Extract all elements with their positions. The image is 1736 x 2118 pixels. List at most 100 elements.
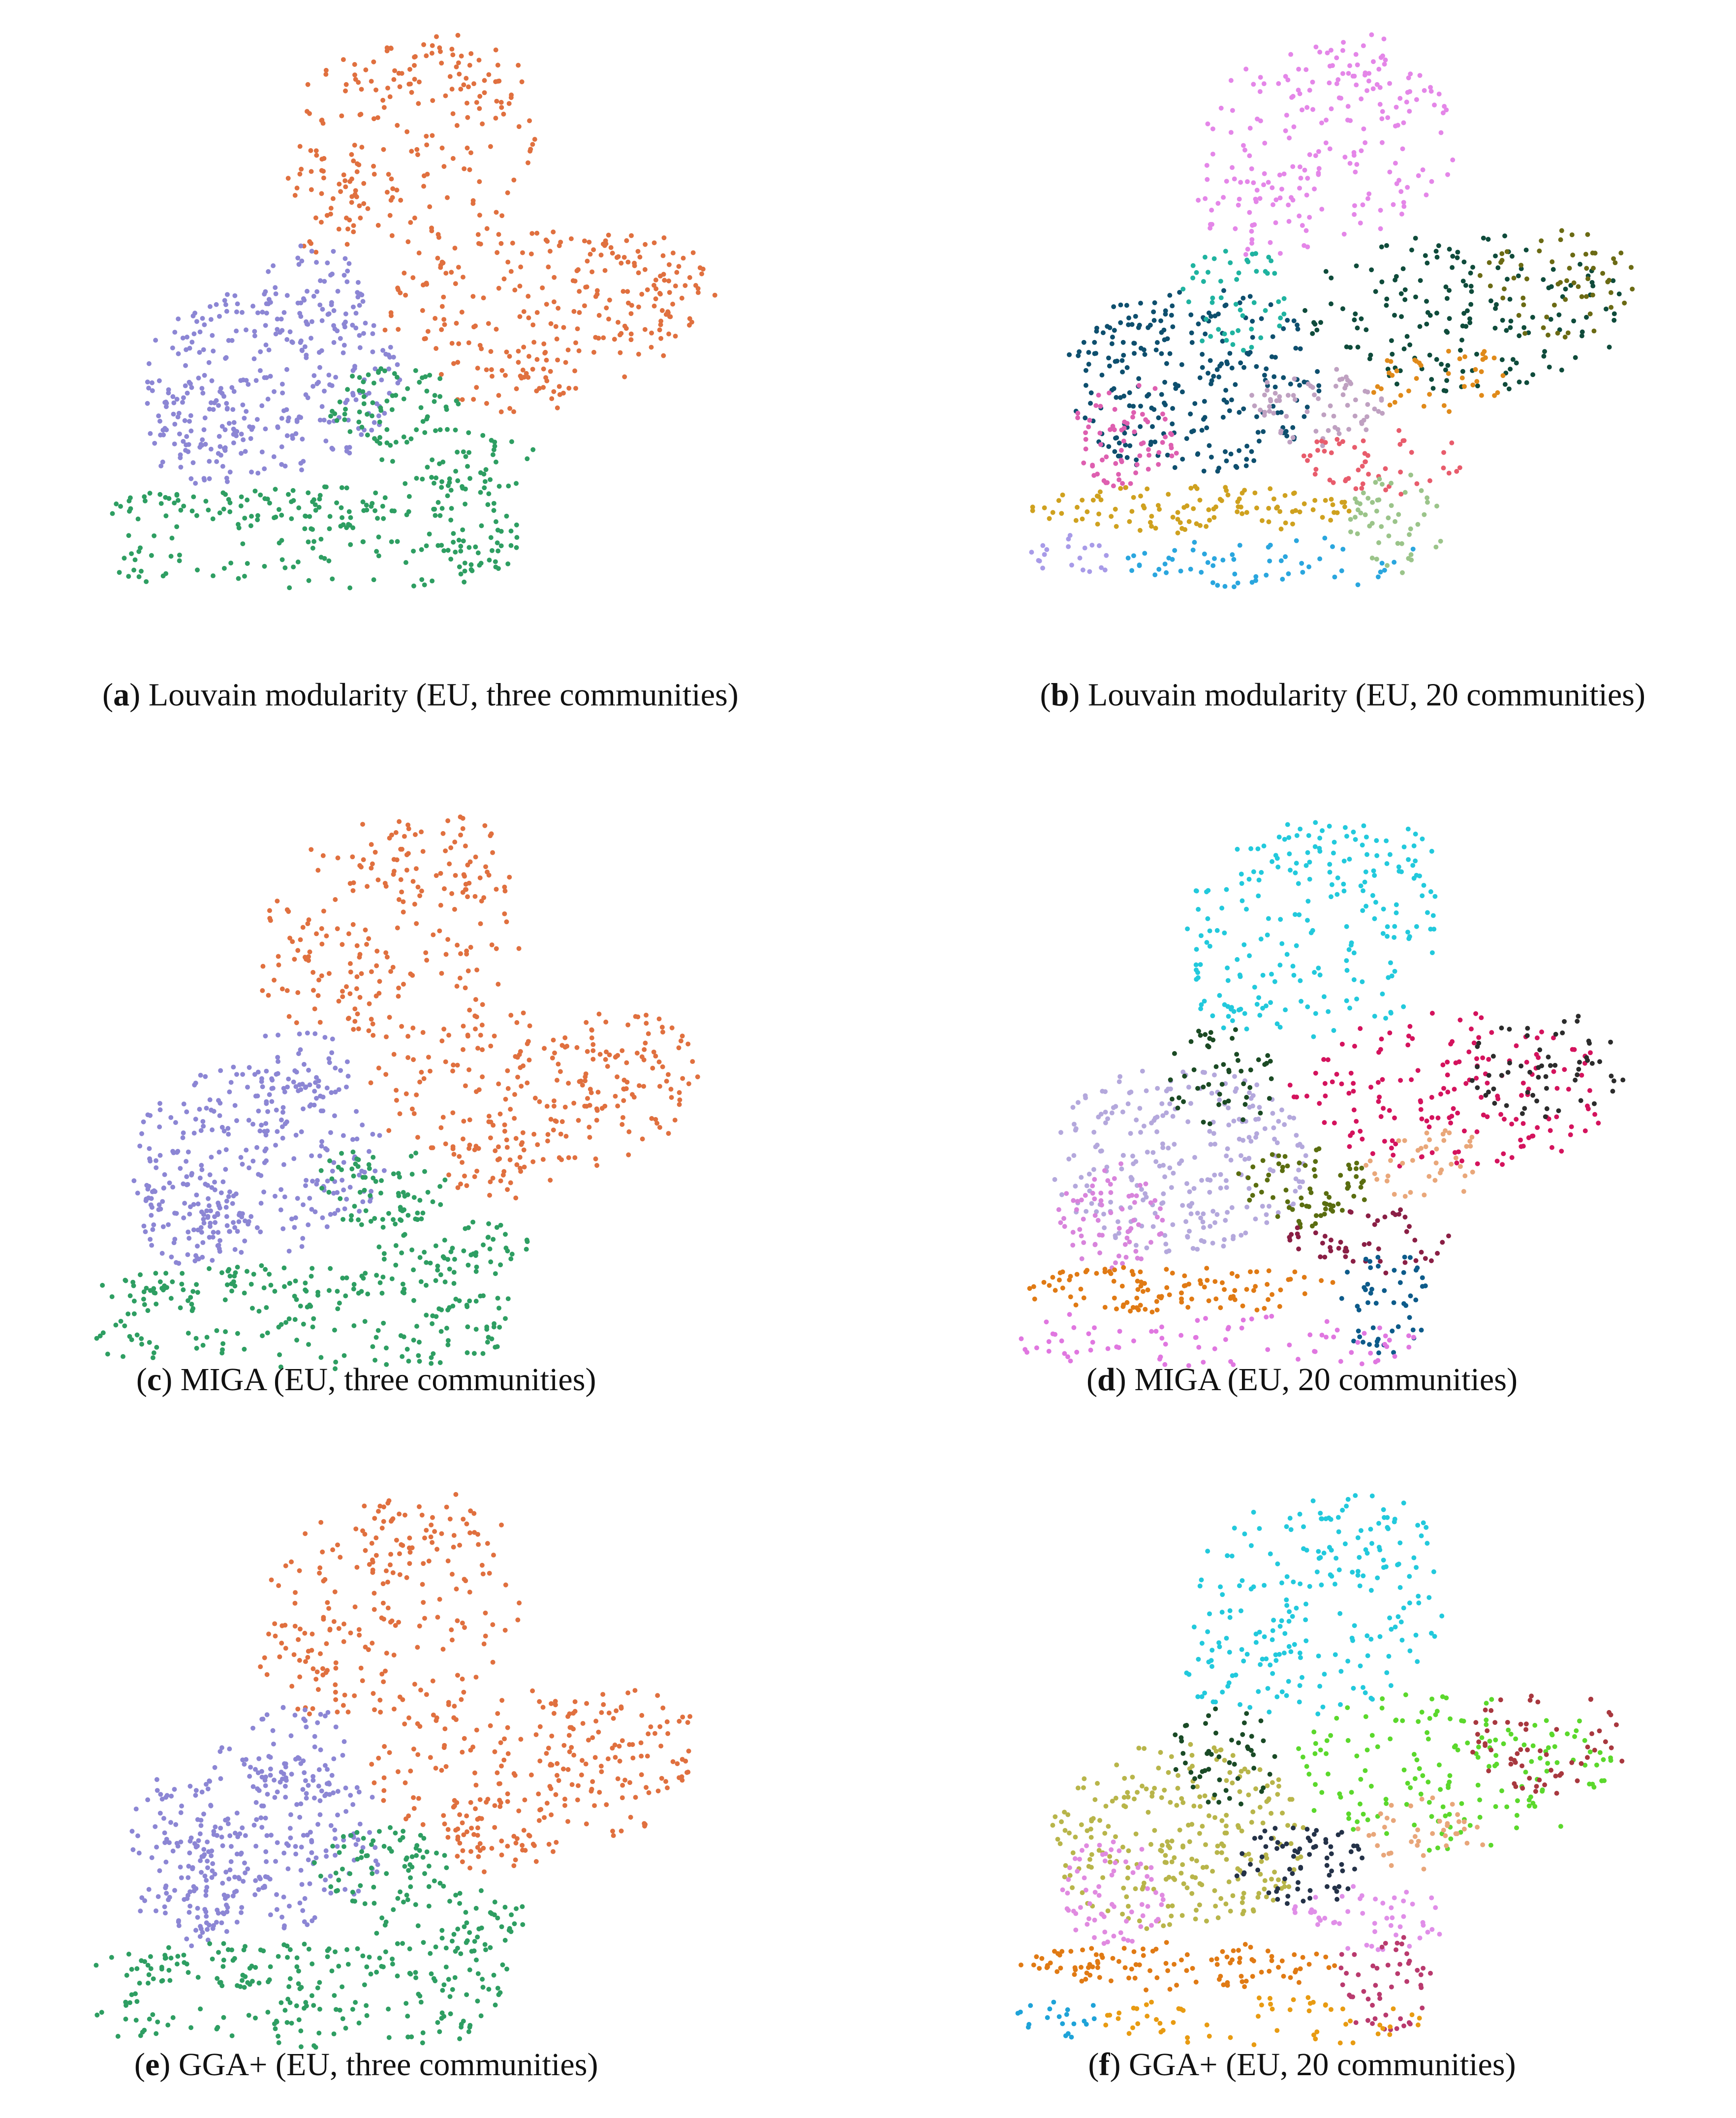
network-node	[1375, 1358, 1381, 1363]
network-node	[162, 1172, 167, 1177]
network-node	[1516, 273, 1521, 279]
network-node	[1235, 957, 1240, 962]
network-node	[188, 381, 193, 386]
network-node	[1276, 299, 1281, 305]
network-node	[319, 191, 324, 196]
network-node	[1160, 1200, 1166, 1205]
network-node	[1160, 440, 1165, 445]
network-node	[514, 522, 519, 528]
network-node	[1398, 1207, 1403, 1213]
network-node	[1250, 335, 1255, 340]
network-node	[1254, 1082, 1260, 1088]
network-node	[468, 562, 474, 567]
network-node	[1091, 1167, 1096, 1172]
network-node	[520, 368, 526, 373]
network-node	[208, 400, 214, 405]
network-node	[254, 1225, 260, 1230]
network-node	[528, 251, 534, 256]
network-node	[1519, 1063, 1524, 1069]
network-node	[1237, 1117, 1242, 1122]
network-node	[1094, 1209, 1099, 1215]
network-node	[374, 963, 379, 968]
network-node	[199, 386, 205, 391]
network-node	[175, 1149, 181, 1154]
network-node	[1383, 57, 1388, 62]
network-node	[1308, 1190, 1314, 1195]
network-node	[162, 400, 168, 405]
network-node	[1401, 1270, 1406, 1275]
network-node	[406, 81, 412, 87]
network-node	[1306, 833, 1311, 838]
network-node	[439, 970, 444, 976]
network-node	[1333, 425, 1337, 430]
network-node	[416, 1339, 422, 1345]
network-node	[1260, 1158, 1266, 1163]
network-node	[1321, 412, 1327, 417]
network-node	[1247, 1105, 1252, 1110]
network-node	[1327, 146, 1333, 152]
network-node	[239, 1215, 245, 1219]
network-node	[1359, 1361, 1364, 1367]
network-node	[439, 145, 445, 151]
network-node	[1331, 1028, 1336, 1033]
network-node	[1347, 1005, 1352, 1011]
network-node	[1318, 1213, 1324, 1218]
network-node	[1534, 1052, 1539, 1057]
network-node	[517, 283, 523, 289]
network-node	[488, 833, 493, 839]
network-node	[266, 993, 271, 998]
network-node	[1233, 1027, 1238, 1032]
network-node	[1292, 397, 1298, 403]
network-node	[163, 1271, 169, 1276]
network-node	[291, 1079, 296, 1085]
network-node	[1240, 1317, 1246, 1323]
network-node	[514, 481, 519, 486]
network-node	[1335, 1201, 1341, 1207]
network-node	[1282, 837, 1287, 842]
network-node	[1424, 321, 1429, 327]
network-node	[353, 1161, 358, 1167]
network-node	[366, 372, 371, 377]
network-node	[1516, 312, 1521, 318]
network-node	[363, 320, 368, 326]
network-node	[1622, 300, 1627, 306]
network-node	[1203, 331, 1208, 337]
network-node	[1334, 81, 1339, 87]
network-node	[449, 341, 455, 346]
network-node	[596, 336, 601, 341]
network-node	[466, 430, 471, 436]
network-node	[1415, 1068, 1421, 1073]
network-node	[1251, 458, 1257, 464]
network-node	[1252, 403, 1257, 408]
network-node	[1360, 1136, 1365, 1142]
network-node	[1384, 1344, 1390, 1349]
network-node	[373, 1335, 379, 1340]
network-node	[1376, 66, 1382, 72]
network-node	[350, 922, 356, 927]
network-node	[1209, 208, 1214, 213]
network-node	[1375, 1254, 1381, 1260]
network-node	[530, 1159, 536, 1164]
network-node	[279, 416, 284, 421]
network-node	[1269, 971, 1274, 977]
network-node	[1486, 237, 1491, 242]
network-node	[315, 868, 321, 873]
network-node	[1448, 1041, 1454, 1047]
network-node	[154, 1301, 159, 1307]
network-node	[146, 385, 152, 391]
network-node	[248, 436, 253, 441]
network-node	[491, 1553, 496, 1558]
network-node	[457, 1154, 462, 1159]
network-node	[310, 499, 315, 504]
network-node	[1192, 540, 1197, 545]
network-node	[1405, 826, 1411, 832]
network-node	[376, 1065, 381, 1071]
network-node	[1360, 464, 1365, 469]
network-node	[1596, 1121, 1601, 1126]
network-node	[1573, 1077, 1578, 1083]
network-node	[470, 198, 476, 203]
network-node	[1376, 540, 1381, 545]
network-node	[584, 1020, 589, 1025]
network-node	[121, 1354, 125, 1359]
network-node	[1449, 1161, 1454, 1167]
